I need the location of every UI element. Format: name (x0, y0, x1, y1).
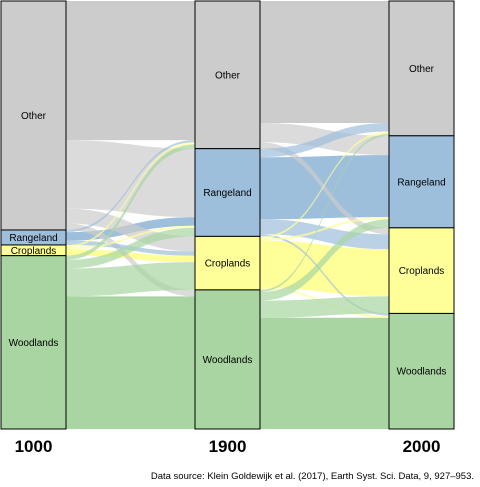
flow-1900-2000-woodlands-to-rangeland (260, 219, 389, 301)
year-label-2000: 2000 (403, 437, 441, 456)
node-1900-woodlands (194, 289, 261, 430)
node-label-1900-woodlands: Woodlands (203, 355, 253, 366)
node-label-1000-croplands: Croplands (11, 246, 57, 257)
nodes-layer (0, 0, 455, 430)
node-2000-rangeland (388, 135, 455, 229)
flow-1900-2000-rangeland-to-woodlands (260, 234, 389, 316)
year-label-1000: 1000 (15, 437, 53, 456)
node-label-2000-other: Other (409, 64, 435, 75)
flow-1000-1900-other-to-woodlands (66, 223, 195, 297)
flow-1000-1900-rangeland-to-other (66, 140, 195, 233)
node-label-1000-woodlands: Woodlands (9, 338, 59, 349)
flow-1000-1900-other-to-other (66, 1, 195, 141)
flow-1900-2000-woodlands-to-croplands (260, 296, 389, 318)
flow-1000-1900-woodlands-to-croplands (66, 262, 195, 297)
flow-1000-1900-croplands-to-other (66, 142, 195, 248)
node-label-1900-rangeland: Rangeland (203, 188, 251, 199)
node-1900-rangeland (194, 148, 261, 237)
flow-1000-1900-woodlands-to-other (66, 144, 195, 260)
node-label-2000-croplands: Croplands (399, 266, 445, 277)
node-label-1900-croplands: Croplands (205, 259, 251, 270)
flow-1900-2000-woodlands-to-other (260, 133, 389, 293)
flow-1000-1900-croplands-to-croplands (66, 249, 195, 263)
flow-1000-1900-woodlands-to-woodlands (66, 296, 195, 429)
node-label-1900-other: Other (215, 70, 241, 81)
labels-layer: Other Rangeland Croplands Woodlands 1000 Othe… (9, 64, 447, 456)
flow-1900-2000-woodlands-to-woodlands (260, 317, 389, 429)
flow-1900-2000-rangeland-to-other (260, 122, 389, 158)
flow-1900-2000-croplands-to-other (260, 131, 389, 239)
flow-1900-2000-croplands-to-rangeland (260, 217, 389, 241)
node-1000-woodlands (0, 255, 67, 430)
flow-1900-2000-other-to-other (260, 1, 389, 123)
flows-layer (66, 1, 389, 429)
node-1000-other (0, 0, 67, 231)
source-note: Data source: Klein Goldewijk et al. (201… (150, 471, 474, 482)
node-2000-croplands (388, 227, 455, 314)
flow-1000-1900-croplands-to-rangeland (66, 225, 195, 250)
node-label-1000-other: Other (21, 111, 47, 122)
flow-1000-1900-other-to-croplands (66, 208, 195, 252)
node-2000-other (388, 0, 455, 137)
flow-1900-2000-other-to-croplands (260, 142, 389, 235)
node-label-2000-rangeland: Rangeland (397, 177, 445, 188)
node-2000-woodlands (388, 312, 455, 430)
flow-1900-2000-croplands-to-croplands (260, 240, 389, 297)
year-label-1900: 1900 (209, 437, 247, 456)
node-label-1000-rangeland: Rangeland (9, 233, 57, 244)
node-1900-other (194, 0, 261, 150)
node-label-2000-woodlands: Woodlands (397, 367, 447, 378)
node-1900-croplands (194, 235, 261, 291)
flow-1000-1900-woodlands-to-rangeland (66, 227, 195, 269)
